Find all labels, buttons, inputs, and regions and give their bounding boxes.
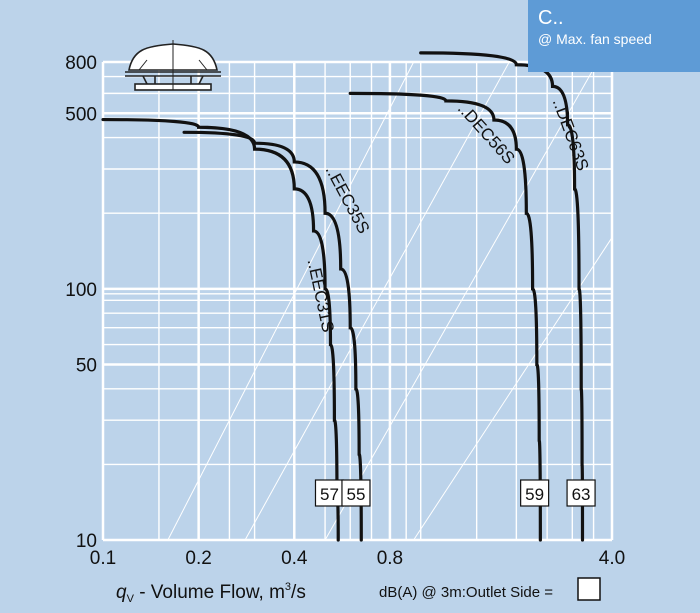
sound-level-label: 55 — [347, 485, 366, 504]
series-curve — [419, 51, 585, 542]
badge-code: C.. — [538, 7, 564, 29]
x-tick-label: 0.8 — [377, 548, 403, 569]
x-tick-label: 0.4 — [281, 548, 308, 569]
y-tick-label: 10 — [76, 531, 97, 552]
x-tick-label: 0.2 — [185, 548, 211, 569]
sound-level-layer: 57 55 59 63 — [314, 479, 596, 507]
series-label-layer: ..EEC31S..EEC35S..DEC56S ..DEC63S — [304, 96, 593, 334]
sound-level-label: 63 — [572, 485, 591, 504]
series-curve — [101, 117, 340, 542]
sound-level-label: 57 — [320, 485, 339, 504]
sound-level-box — [520, 479, 550, 507]
footer-note: dB(A) @ 3m:Outlet Side = — [379, 584, 553, 601]
sound-level-label: 59 — [525, 485, 544, 504]
series-label: ..DEC63S — [549, 96, 593, 174]
y-tick-label: 800 — [65, 53, 97, 74]
y-tick-label: 500 — [65, 104, 97, 125]
series-curve — [182, 130, 363, 542]
roof-fan-icon — [125, 40, 221, 91]
y-tick-label: 100 — [65, 280, 97, 301]
system-line — [167, 61, 415, 541]
sound-level-box — [341, 479, 371, 507]
outlet-side-box — [577, 577, 601, 601]
x-tick-label: 0.1 — [90, 548, 116, 569]
system-line — [244, 61, 510, 541]
system-line — [324, 61, 598, 541]
series-curve — [348, 91, 542, 542]
y-tick-label: 50 — [76, 355, 97, 376]
sound-level-box — [566, 479, 596, 507]
badge-note: @ Max. fan speed — [538, 31, 652, 47]
x-axis-label: qV - Volume Flow, m3/s — [116, 581, 306, 605]
x-tick-label: 4.0 — [599, 548, 625, 569]
fan-type-badge: C.. @ Max. fan speed — [528, 0, 700, 72]
curve-layer — [101, 51, 585, 542]
series-label: ..EEC31S — [304, 257, 338, 334]
tick-label-layer: 0.1 0.2 0.4 0.8 4.0 10 50 100 500 800 — [65, 53, 625, 569]
